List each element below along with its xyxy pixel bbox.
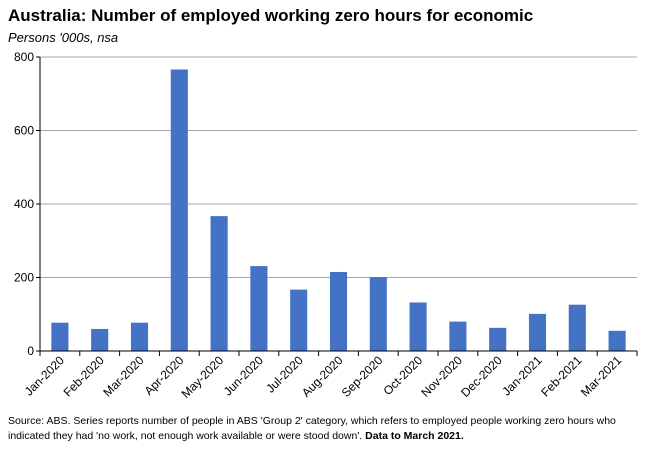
x-tick-label: Mar-2020 — [100, 353, 146, 399]
x-tick-label: Jan-2021 — [499, 353, 545, 399]
bar — [290, 289, 308, 351]
bar — [409, 302, 427, 351]
x-tick-label: Nov-2020 — [418, 353, 465, 400]
source-note: Source: ABS. Series reports number of pe… — [8, 414, 644, 444]
y-tick-label: 600 — [14, 124, 34, 138]
y-tick-label: 400 — [14, 197, 34, 211]
bar — [51, 322, 69, 351]
bar — [608, 330, 626, 351]
y-tick-label: 200 — [14, 271, 34, 285]
x-tick-label: Feb-2020 — [61, 353, 107, 399]
bar — [210, 216, 228, 351]
source-text: Source: ABS. Series reports number of pe… — [8, 415, 616, 442]
bar — [329, 271, 348, 351]
y-tick-label: 0 — [27, 344, 34, 358]
chart-subtitle: Persons '000s, nsa — [8, 30, 119, 45]
source-data-date: Data to March 2021. — [365, 430, 464, 442]
bar — [369, 277, 387, 351]
x-tick-label: Jan-2020 — [22, 353, 68, 399]
bar — [449, 321, 467, 351]
bar — [528, 313, 547, 351]
bar — [250, 266, 268, 351]
bar — [130, 322, 149, 351]
x-tick-label: Mar-2021 — [578, 353, 624, 399]
x-tick-label: May-2020 — [179, 353, 227, 401]
x-tick-label: Dec-2020 — [458, 353, 505, 400]
bar — [489, 327, 507, 351]
x-tick-label: Sep-2020 — [339, 353, 386, 400]
bar — [568, 304, 586, 351]
x-tick-label: Jun-2020 — [221, 353, 267, 399]
bar — [170, 69, 188, 352]
chart-title: Australia: Number of employed working ze… — [8, 6, 534, 25]
x-tick-label: Feb-2021 — [538, 353, 584, 399]
y-tick-label: 800 — [14, 50, 34, 64]
x-tick-label: Aug-2020 — [299, 353, 346, 400]
bar — [91, 328, 109, 351]
